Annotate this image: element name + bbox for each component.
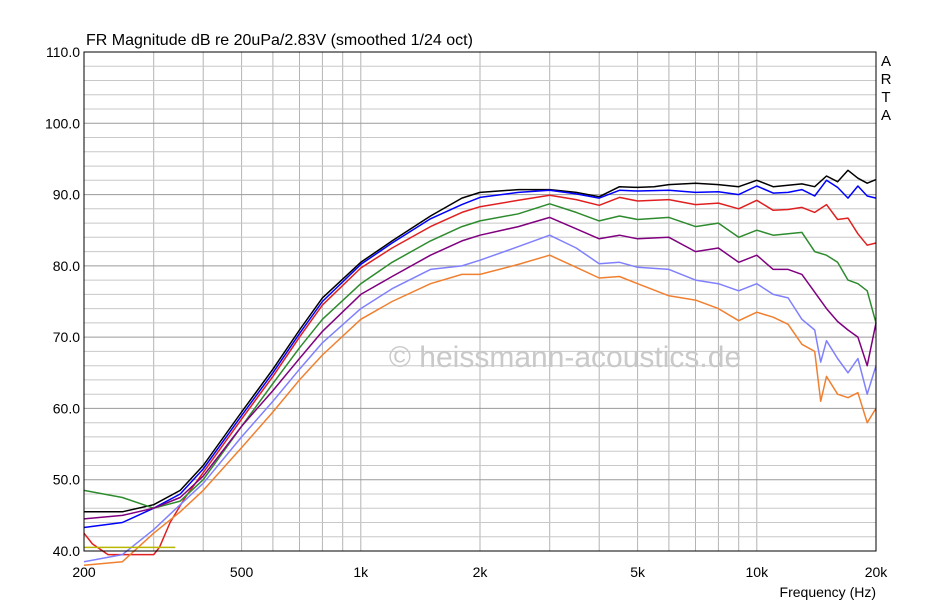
y-tick-label: 40.0: [53, 543, 80, 559]
y-tick-label: 110.0: [46, 44, 80, 60]
brand-letter: R: [881, 71, 892, 88]
series-layer: [83, 169, 877, 567]
series-line-7: [83, 254, 877, 567]
series-line-4: [83, 203, 877, 509]
y-tick-label: 50.0: [53, 472, 80, 488]
chart-title: FR Magnitude dB re 20uPa/2.83V (smoothed…: [86, 32, 473, 49]
x-tick-label: 2k: [473, 564, 489, 580]
y-tick-label: 70.0: [53, 329, 80, 345]
series-line-2: [83, 179, 877, 529]
x-tick-label: 200: [72, 564, 96, 580]
brand-letter: T: [881, 89, 890, 106]
brand-letter: A: [881, 107, 891, 124]
y-tick-labels: 110.0 100.0 90.0 80.0 70.0 60.0 50.0 40.0: [45, 44, 80, 559]
series-line-5: [83, 216, 877, 520]
x-tick-label: 5k: [630, 564, 646, 580]
x-tick-label: 10k: [746, 564, 770, 580]
grid-layer: [83, 52, 877, 551]
x-tick-label: 1k: [353, 564, 369, 580]
plot-frame: [83, 51, 877, 552]
y-tick-label: 60.0: [53, 400, 80, 416]
series-line-6: [83, 234, 877, 563]
brand-label: A R T A: [881, 53, 892, 124]
x-tick-label: 20k: [865, 564, 889, 580]
x-axis-title: Frequency (Hz): [780, 584, 876, 600]
x-tick-labels: 200 500 1k 2k 5k 10k 20k: [72, 564, 888, 580]
brand-letter: A: [881, 53, 891, 70]
y-tick-label: 100.0: [45, 115, 80, 131]
series-line-1: [84, 169, 877, 513]
watermark: © heissmann-acoustics.de: [389, 341, 741, 374]
y-tick-label: 90.0: [53, 187, 80, 203]
y-tick-label: 80.0: [53, 258, 80, 274]
x-tick-label: 500: [230, 564, 254, 580]
